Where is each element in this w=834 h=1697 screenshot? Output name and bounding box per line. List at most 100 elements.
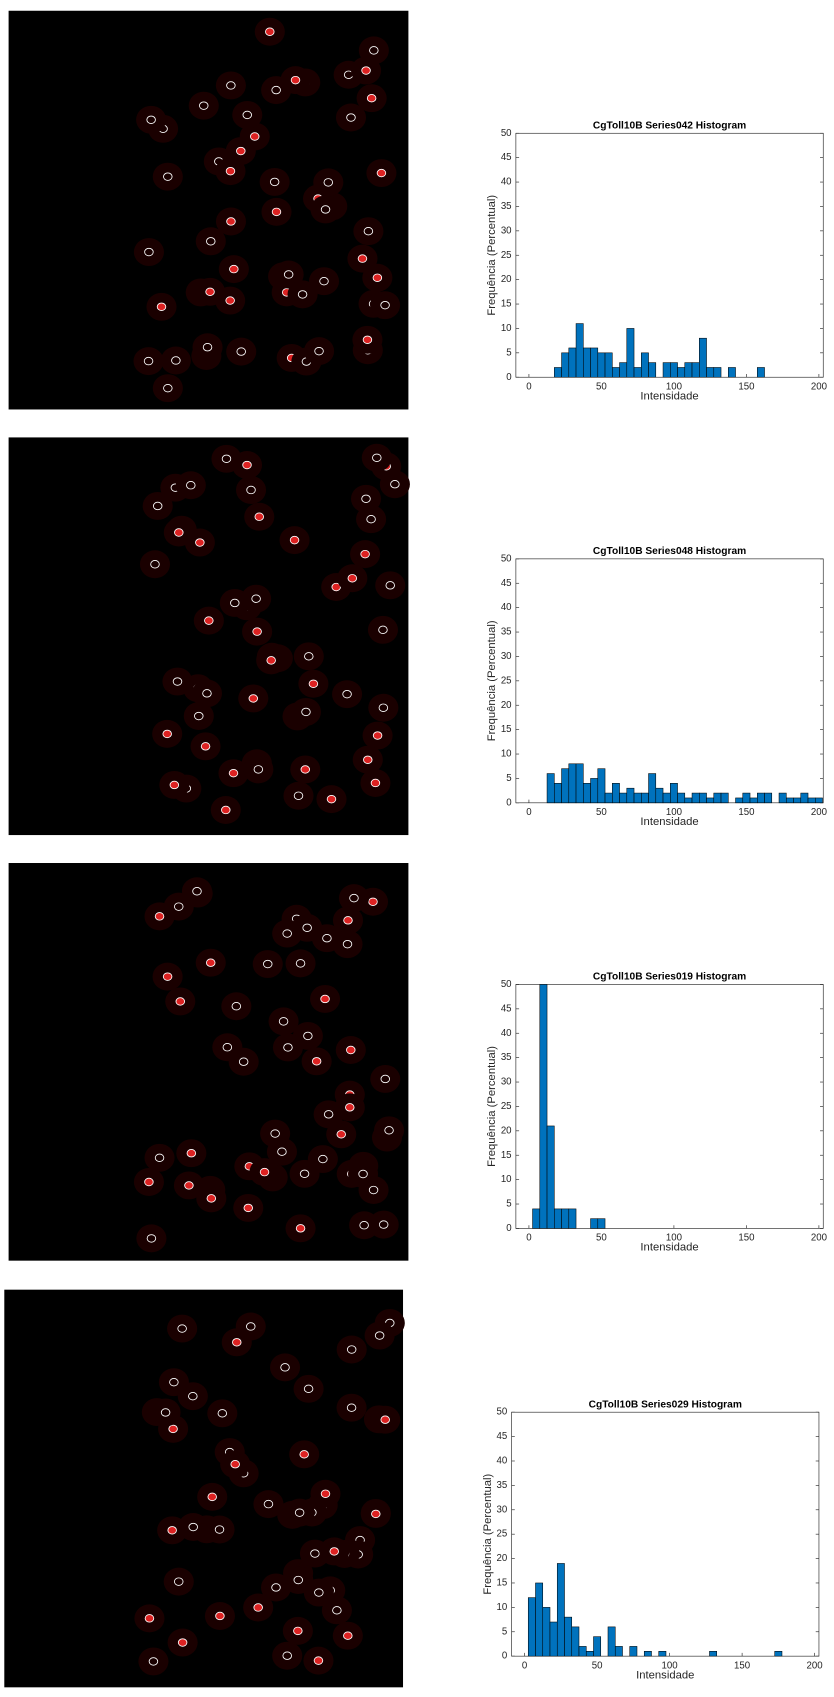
nucleus <box>192 887 202 896</box>
nucleus <box>293 1626 303 1636</box>
bar <box>757 792 765 804</box>
cell <box>293 642 324 671</box>
nucleus <box>252 627 262 636</box>
cell <box>268 1007 299 1036</box>
nucleus <box>172 677 183 686</box>
nucleus <box>320 994 330 1004</box>
y-tick-label: 5 <box>506 1199 511 1210</box>
nucleus <box>280 1363 290 1372</box>
cell <box>272 1641 303 1670</box>
x-tick-label: 200 <box>807 1660 823 1671</box>
cell <box>308 267 340 296</box>
x-tick-label: 150 <box>734 1660 750 1671</box>
bar <box>764 792 773 804</box>
bar <box>778 792 787 804</box>
nucleus <box>346 113 356 122</box>
bar <box>641 792 649 804</box>
y-tick-label: 30 <box>501 651 512 662</box>
cell <box>253 1490 284 1519</box>
chart-title: CgToll10B Series029 Histogram <box>589 1399 742 1410</box>
x-tick-label: 150 <box>738 807 754 818</box>
nucleus <box>380 300 390 310</box>
y-tick-label: 20 <box>501 274 512 285</box>
nucleus <box>174 528 184 537</box>
x-tick-label: 100 <box>666 381 682 392</box>
cell <box>293 1374 324 1403</box>
bar <box>641 352 649 378</box>
nucleus <box>282 929 292 938</box>
nucleus <box>361 494 371 503</box>
bar <box>684 362 693 378</box>
bar <box>575 763 584 804</box>
cell <box>226 337 257 366</box>
bar <box>571 1626 580 1657</box>
nucleus <box>144 1177 154 1187</box>
cell <box>221 992 252 1021</box>
nucleus <box>362 335 373 344</box>
y-tick-label: 45 <box>501 152 512 163</box>
x-tick-label: 200 <box>811 1233 827 1244</box>
bar <box>564 1616 573 1657</box>
bar <box>607 1626 616 1657</box>
nucleus <box>174 1577 184 1586</box>
nucleus <box>154 1153 165 1162</box>
cell <box>332 680 363 709</box>
nucleus <box>194 711 204 721</box>
bar <box>800 792 809 804</box>
y-tick-label: 0 <box>502 1651 507 1662</box>
bar <box>542 1607 551 1657</box>
bar <box>578 1646 587 1657</box>
nucleus <box>253 1603 263 1612</box>
nucleus <box>331 582 341 592</box>
nucleus <box>177 1324 187 1333</box>
nucleus <box>319 276 329 286</box>
y-tick-label: 0 <box>506 797 511 808</box>
nucleus <box>259 1167 270 1177</box>
y-tick-label: 30 <box>501 225 512 236</box>
cell <box>303 337 335 366</box>
nucleus <box>144 247 154 257</box>
bar <box>633 367 642 378</box>
bar <box>709 1651 718 1657</box>
nucleus <box>271 207 282 217</box>
bar <box>713 792 722 804</box>
nucleus <box>346 1345 357 1354</box>
nucleus <box>163 172 173 181</box>
x-tick-label: 100 <box>662 1660 678 1671</box>
x-tick-label: 100 <box>666 1233 682 1244</box>
cell <box>313 168 344 197</box>
nucleus <box>366 515 376 524</box>
bar <box>774 1651 783 1657</box>
x-tick-label: 50 <box>592 1660 603 1671</box>
nucleus <box>290 75 301 85</box>
bar <box>706 367 715 378</box>
x-axis-label: Intensidade <box>640 1242 698 1254</box>
bar <box>691 792 700 804</box>
nucleus <box>206 237 216 246</box>
nucleus <box>221 454 232 463</box>
nucleus <box>254 512 264 521</box>
y-tick-label: 5 <box>502 1626 507 1637</box>
cell <box>284 1498 315 1527</box>
y-tick-label: 0 <box>506 1223 511 1234</box>
nucleus <box>144 1614 155 1623</box>
y-tick-label: 5 <box>506 347 511 358</box>
bar <box>706 797 715 804</box>
bar <box>597 352 606 378</box>
y-tick-label: 35 <box>501 201 512 212</box>
cell <box>367 615 399 644</box>
y-tick-label: 15 <box>501 299 512 310</box>
x-tick-label: 0 <box>526 381 531 392</box>
bar <box>648 773 657 804</box>
nucleus <box>368 897 378 906</box>
bar <box>735 797 744 804</box>
y-tick-label: 10 <box>501 1174 512 1185</box>
cell <box>336 1393 367 1422</box>
bar <box>699 337 707 378</box>
nucleus <box>269 177 280 187</box>
y-tick-label: 10 <box>497 1602 508 1613</box>
x-tick-label: 50 <box>596 1233 607 1244</box>
cell <box>235 1312 266 1341</box>
bar <box>699 792 707 804</box>
cell <box>136 105 167 134</box>
